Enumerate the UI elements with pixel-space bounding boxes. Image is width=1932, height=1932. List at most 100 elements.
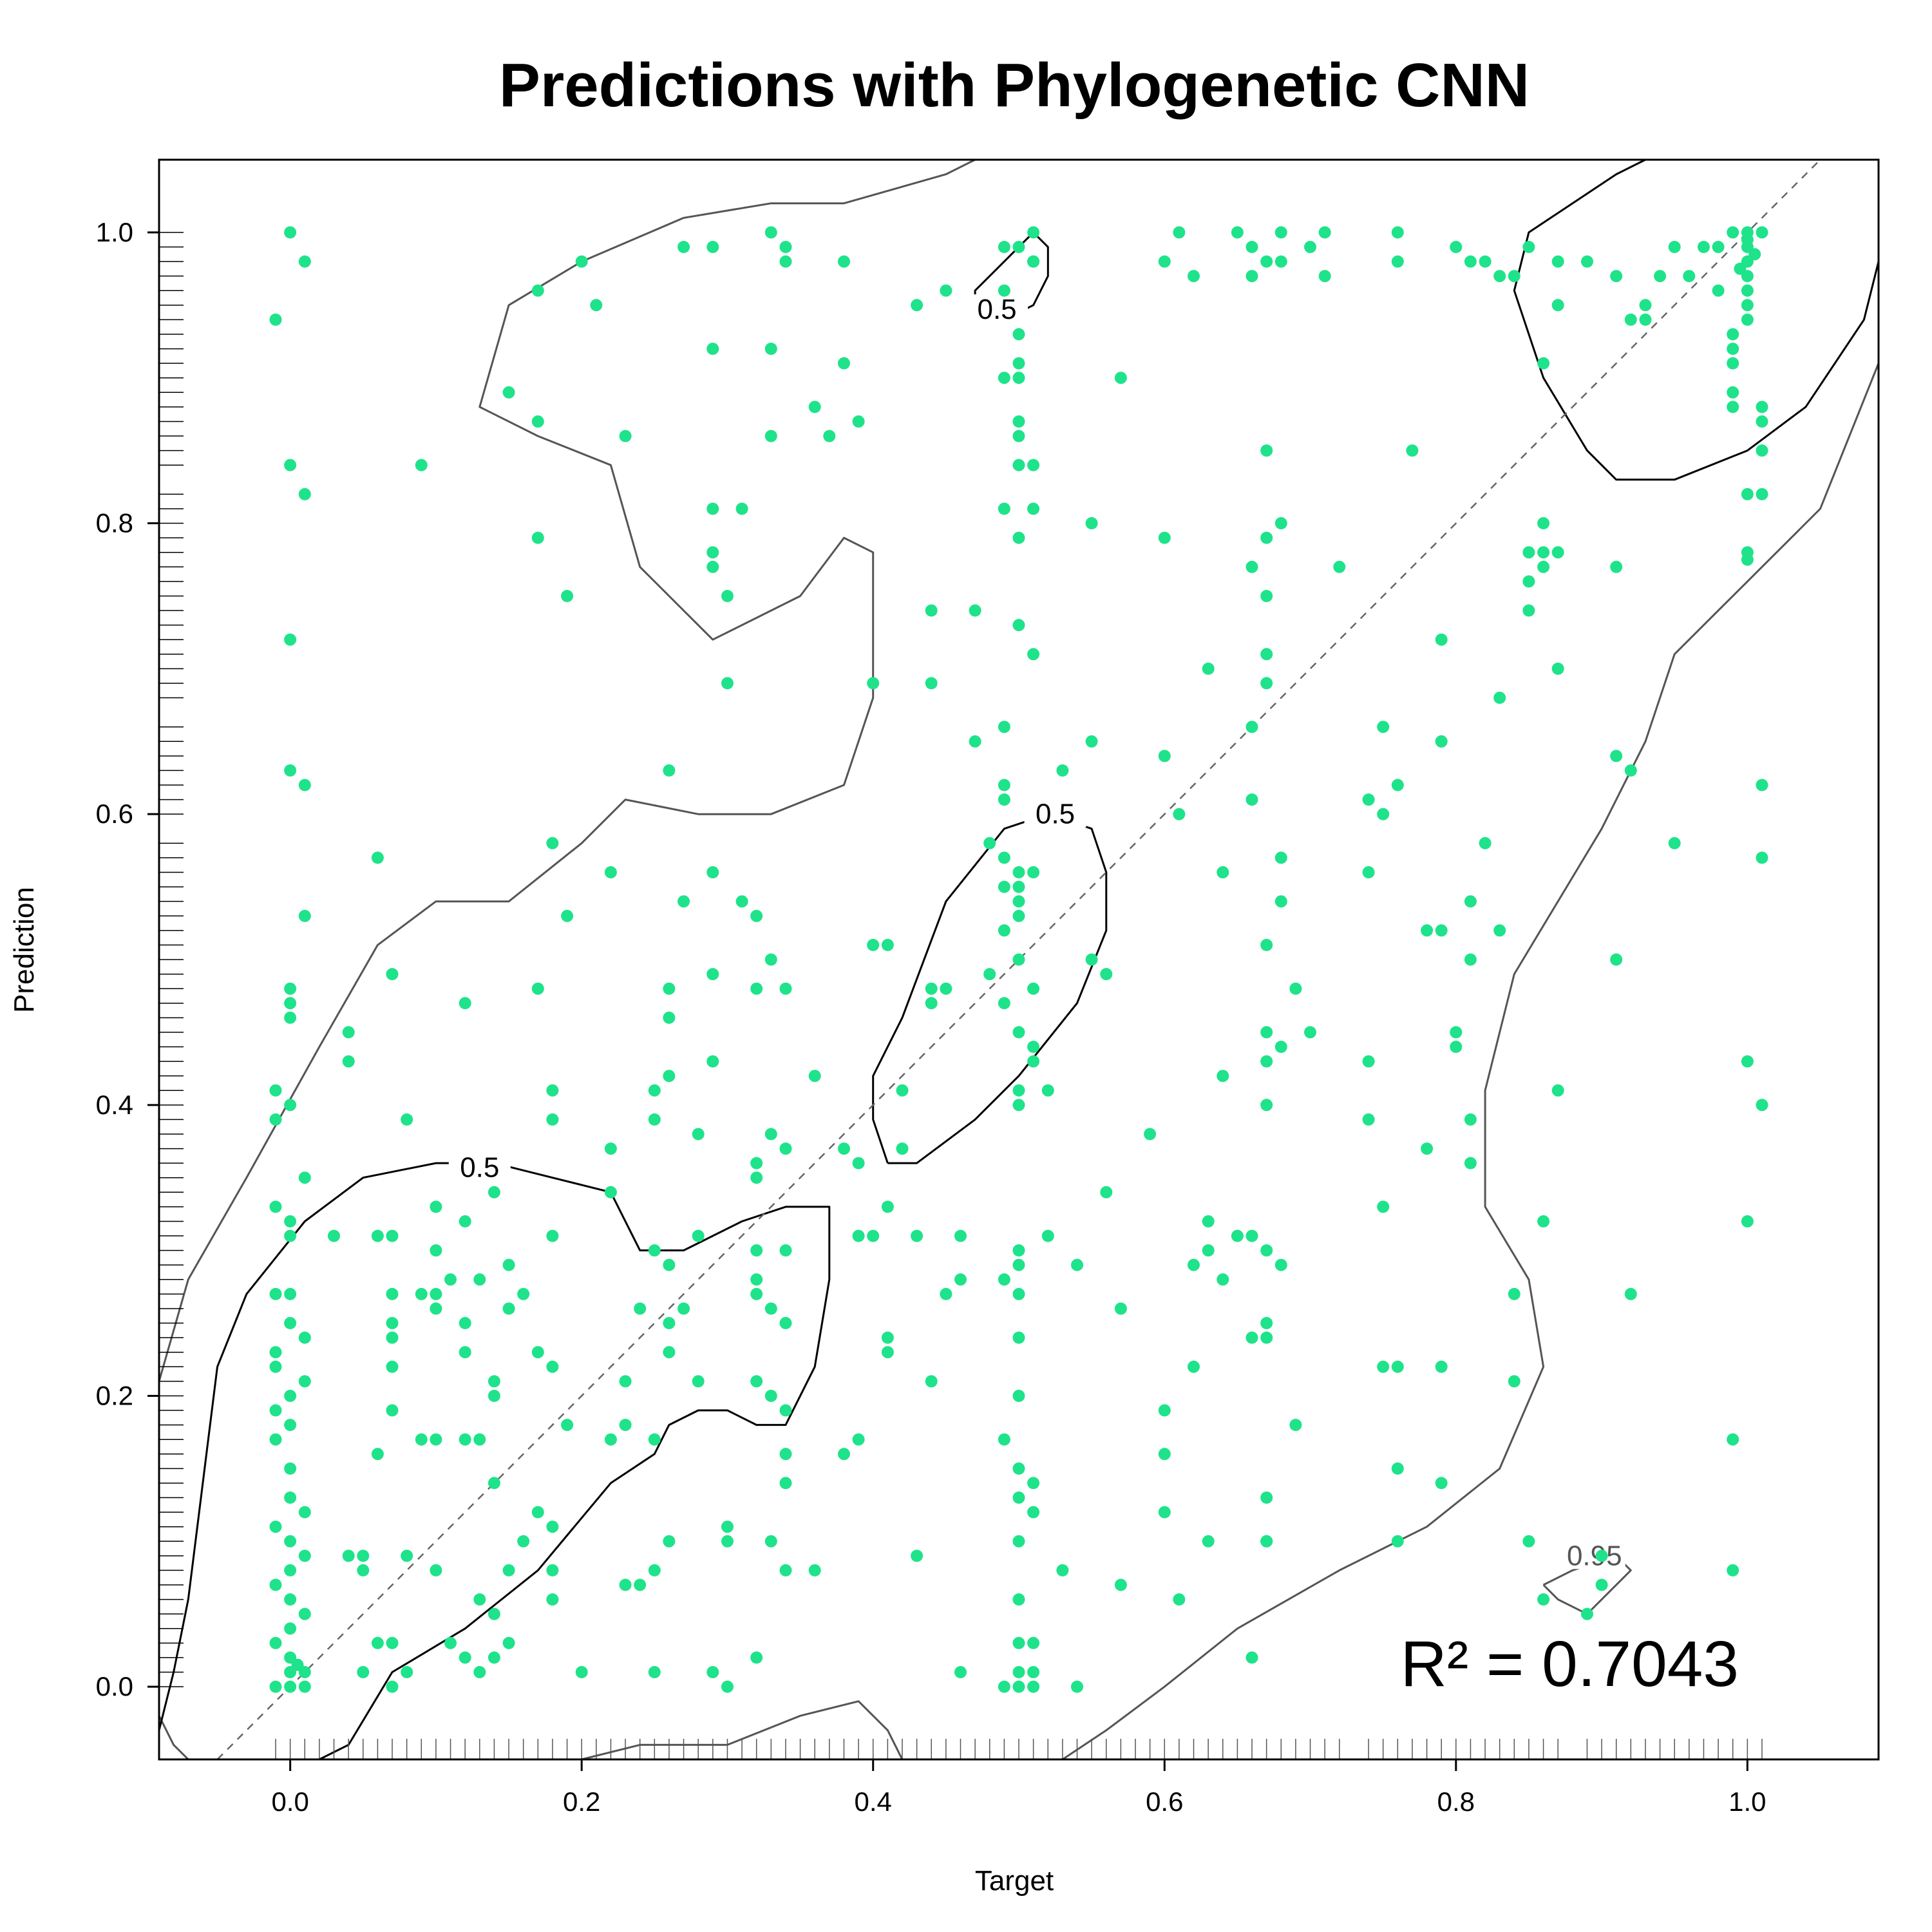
data-point (561, 1419, 574, 1432)
data-point (1012, 1636, 1025, 1649)
data-point (298, 1331, 311, 1344)
data-point (838, 357, 850, 370)
data-point (401, 1113, 413, 1126)
data-point (1202, 1215, 1215, 1227)
data-point (706, 968, 719, 981)
data-point (430, 1200, 442, 1213)
contour-line-0.5-5 (159, 1162, 831, 1759)
data-point (706, 241, 719, 253)
data-point (692, 1229, 705, 1242)
data-point (881, 1346, 894, 1359)
data-point (998, 372, 1010, 384)
data-point (269, 1520, 282, 1533)
data-point (954, 1666, 967, 1678)
y-tick-label: 0.4 (96, 1090, 133, 1120)
data-point (1464, 1113, 1477, 1126)
data-point (298, 1680, 311, 1693)
data-point (1741, 313, 1754, 326)
data-point (925, 604, 938, 617)
data-point (1756, 401, 1768, 413)
data-point (1274, 1041, 1287, 1053)
data-point (663, 1070, 676, 1083)
data-point (1245, 793, 1258, 806)
data-point (328, 1229, 340, 1242)
data-point (1085, 953, 1098, 966)
data-point (1464, 953, 1477, 966)
data-point (269, 313, 282, 326)
data-point (531, 982, 544, 995)
data-point (998, 880, 1010, 893)
data-point (1012, 1462, 1025, 1475)
data-point (1114, 1302, 1127, 1315)
data-point (1012, 1593, 1025, 1606)
data-point (298, 1171, 311, 1184)
data-point (1027, 1506, 1040, 1519)
data-point (546, 1360, 559, 1373)
data-point (779, 1448, 792, 1461)
data-point (779, 1404, 792, 1417)
data-point (779, 1317, 792, 1329)
y-tick-label: 0.8 (96, 508, 133, 538)
data-point (1493, 692, 1506, 704)
data-point (750, 1244, 763, 1257)
data-point (1727, 386, 1739, 399)
data-point (1741, 284, 1754, 297)
data-point (619, 1578, 632, 1591)
data-point (386, 1229, 399, 1242)
data-point (1450, 1026, 1463, 1039)
data-point (1012, 1331, 1025, 1344)
data-point (1595, 1578, 1608, 1591)
y-tick-label: 0.6 (96, 799, 133, 829)
y-rug (159, 232, 184, 1687)
data-point (1274, 255, 1287, 268)
data-point (386, 1636, 399, 1649)
data-point (925, 997, 938, 1010)
data-point (284, 997, 297, 1010)
contour-label-bg (1563, 1540, 1625, 1569)
data-point (808, 401, 821, 413)
data-point (1551, 299, 1564, 312)
data-point (852, 1157, 865, 1170)
data-point (459, 1433, 471, 1446)
data-point (284, 1622, 297, 1635)
data-point (867, 938, 880, 951)
data-point (764, 430, 777, 442)
data-point (298, 1607, 311, 1620)
contour-line-0.5-8 (1513, 160, 1879, 481)
data-point (1421, 924, 1434, 937)
data-point (415, 1287, 428, 1300)
data-point (1756, 415, 1768, 428)
data-point (998, 793, 1010, 806)
data-point (706, 343, 719, 355)
data-point (1421, 1142, 1434, 1155)
data-point (269, 1113, 282, 1126)
data-point (1712, 284, 1725, 297)
data-point (386, 1317, 399, 1329)
data-point (852, 1229, 865, 1242)
data-point (1041, 1084, 1054, 1097)
data-point (1012, 372, 1025, 384)
data-point (1741, 488, 1754, 500)
data-point (284, 1317, 297, 1329)
data-point (1551, 1084, 1564, 1097)
data-point (1668, 837, 1681, 849)
data-point (1537, 560, 1550, 573)
data-point (371, 1229, 384, 1242)
data-point (998, 721, 1010, 734)
data-point (1741, 1055, 1754, 1068)
data-point (925, 982, 938, 995)
y-tick-label: 0.2 (96, 1380, 133, 1410)
data-point (371, 1448, 384, 1461)
data-point (983, 968, 996, 981)
data-point (1012, 1244, 1025, 1257)
data-point (1245, 1331, 1258, 1344)
data-point (1027, 1680, 1040, 1693)
data-point (1217, 866, 1229, 878)
contour-label-0.95: 0.95 (1567, 1540, 1622, 1571)
data-point (1012, 531, 1025, 544)
data-point (998, 997, 1010, 1010)
data-point (1435, 1477, 1448, 1490)
data-point (1318, 226, 1331, 239)
